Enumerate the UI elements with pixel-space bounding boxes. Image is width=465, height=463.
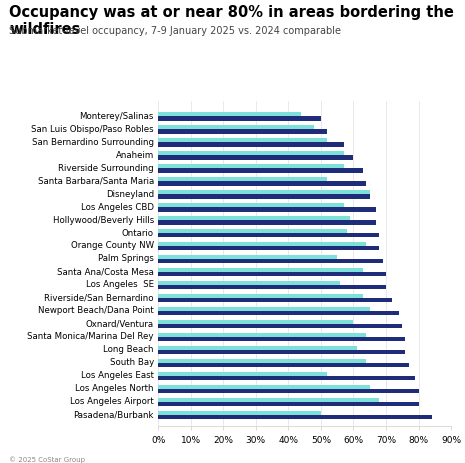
Text: © 2025 CoStar Group: © 2025 CoStar Group xyxy=(9,455,85,462)
Bar xyxy=(158,203,344,207)
Legend: 2024, 2025: 2024, 2025 xyxy=(50,0,150,6)
Bar xyxy=(158,177,327,181)
Bar xyxy=(158,182,366,186)
Bar xyxy=(158,242,366,246)
Bar xyxy=(158,389,419,394)
Bar xyxy=(158,143,344,147)
Bar xyxy=(158,260,383,264)
Bar xyxy=(158,359,366,363)
Bar xyxy=(158,320,353,324)
Bar xyxy=(158,402,419,407)
Bar xyxy=(158,307,370,311)
Bar xyxy=(158,130,327,134)
Bar xyxy=(158,281,340,285)
Bar xyxy=(158,234,379,238)
Bar xyxy=(158,117,321,121)
Bar xyxy=(158,268,363,272)
Bar xyxy=(158,229,347,233)
Bar xyxy=(158,247,379,251)
Bar xyxy=(158,164,344,169)
Bar xyxy=(158,138,327,143)
Bar xyxy=(158,376,415,381)
Bar xyxy=(158,169,363,173)
Bar xyxy=(158,338,405,342)
Bar xyxy=(158,125,314,130)
Bar xyxy=(158,312,399,316)
Text: Occupancy was at or near 80% in areas bordering the wildfires: Occupancy was at or near 80% in areas bo… xyxy=(9,5,454,37)
Bar xyxy=(158,411,321,415)
Bar xyxy=(158,325,402,329)
Bar xyxy=(158,195,370,199)
Bar xyxy=(158,372,327,376)
Bar xyxy=(158,398,379,402)
Bar xyxy=(158,208,376,212)
Bar xyxy=(158,294,363,298)
Bar xyxy=(158,190,370,194)
Bar xyxy=(158,350,405,355)
Bar xyxy=(158,415,432,419)
Bar xyxy=(158,221,376,225)
Bar xyxy=(158,255,337,259)
Bar xyxy=(158,299,392,303)
Bar xyxy=(158,346,357,350)
Bar xyxy=(158,151,344,156)
Bar xyxy=(158,113,301,117)
Bar xyxy=(158,363,409,368)
Bar xyxy=(158,286,386,290)
Bar xyxy=(158,216,350,220)
Text: Submarket-level occupancy, 7-9 January 2025 vs. 2024 comparable: Submarket-level occupancy, 7-9 January 2… xyxy=(9,25,341,36)
Bar xyxy=(158,156,353,160)
Bar xyxy=(158,333,366,337)
Bar xyxy=(158,385,370,389)
Bar xyxy=(158,273,386,277)
